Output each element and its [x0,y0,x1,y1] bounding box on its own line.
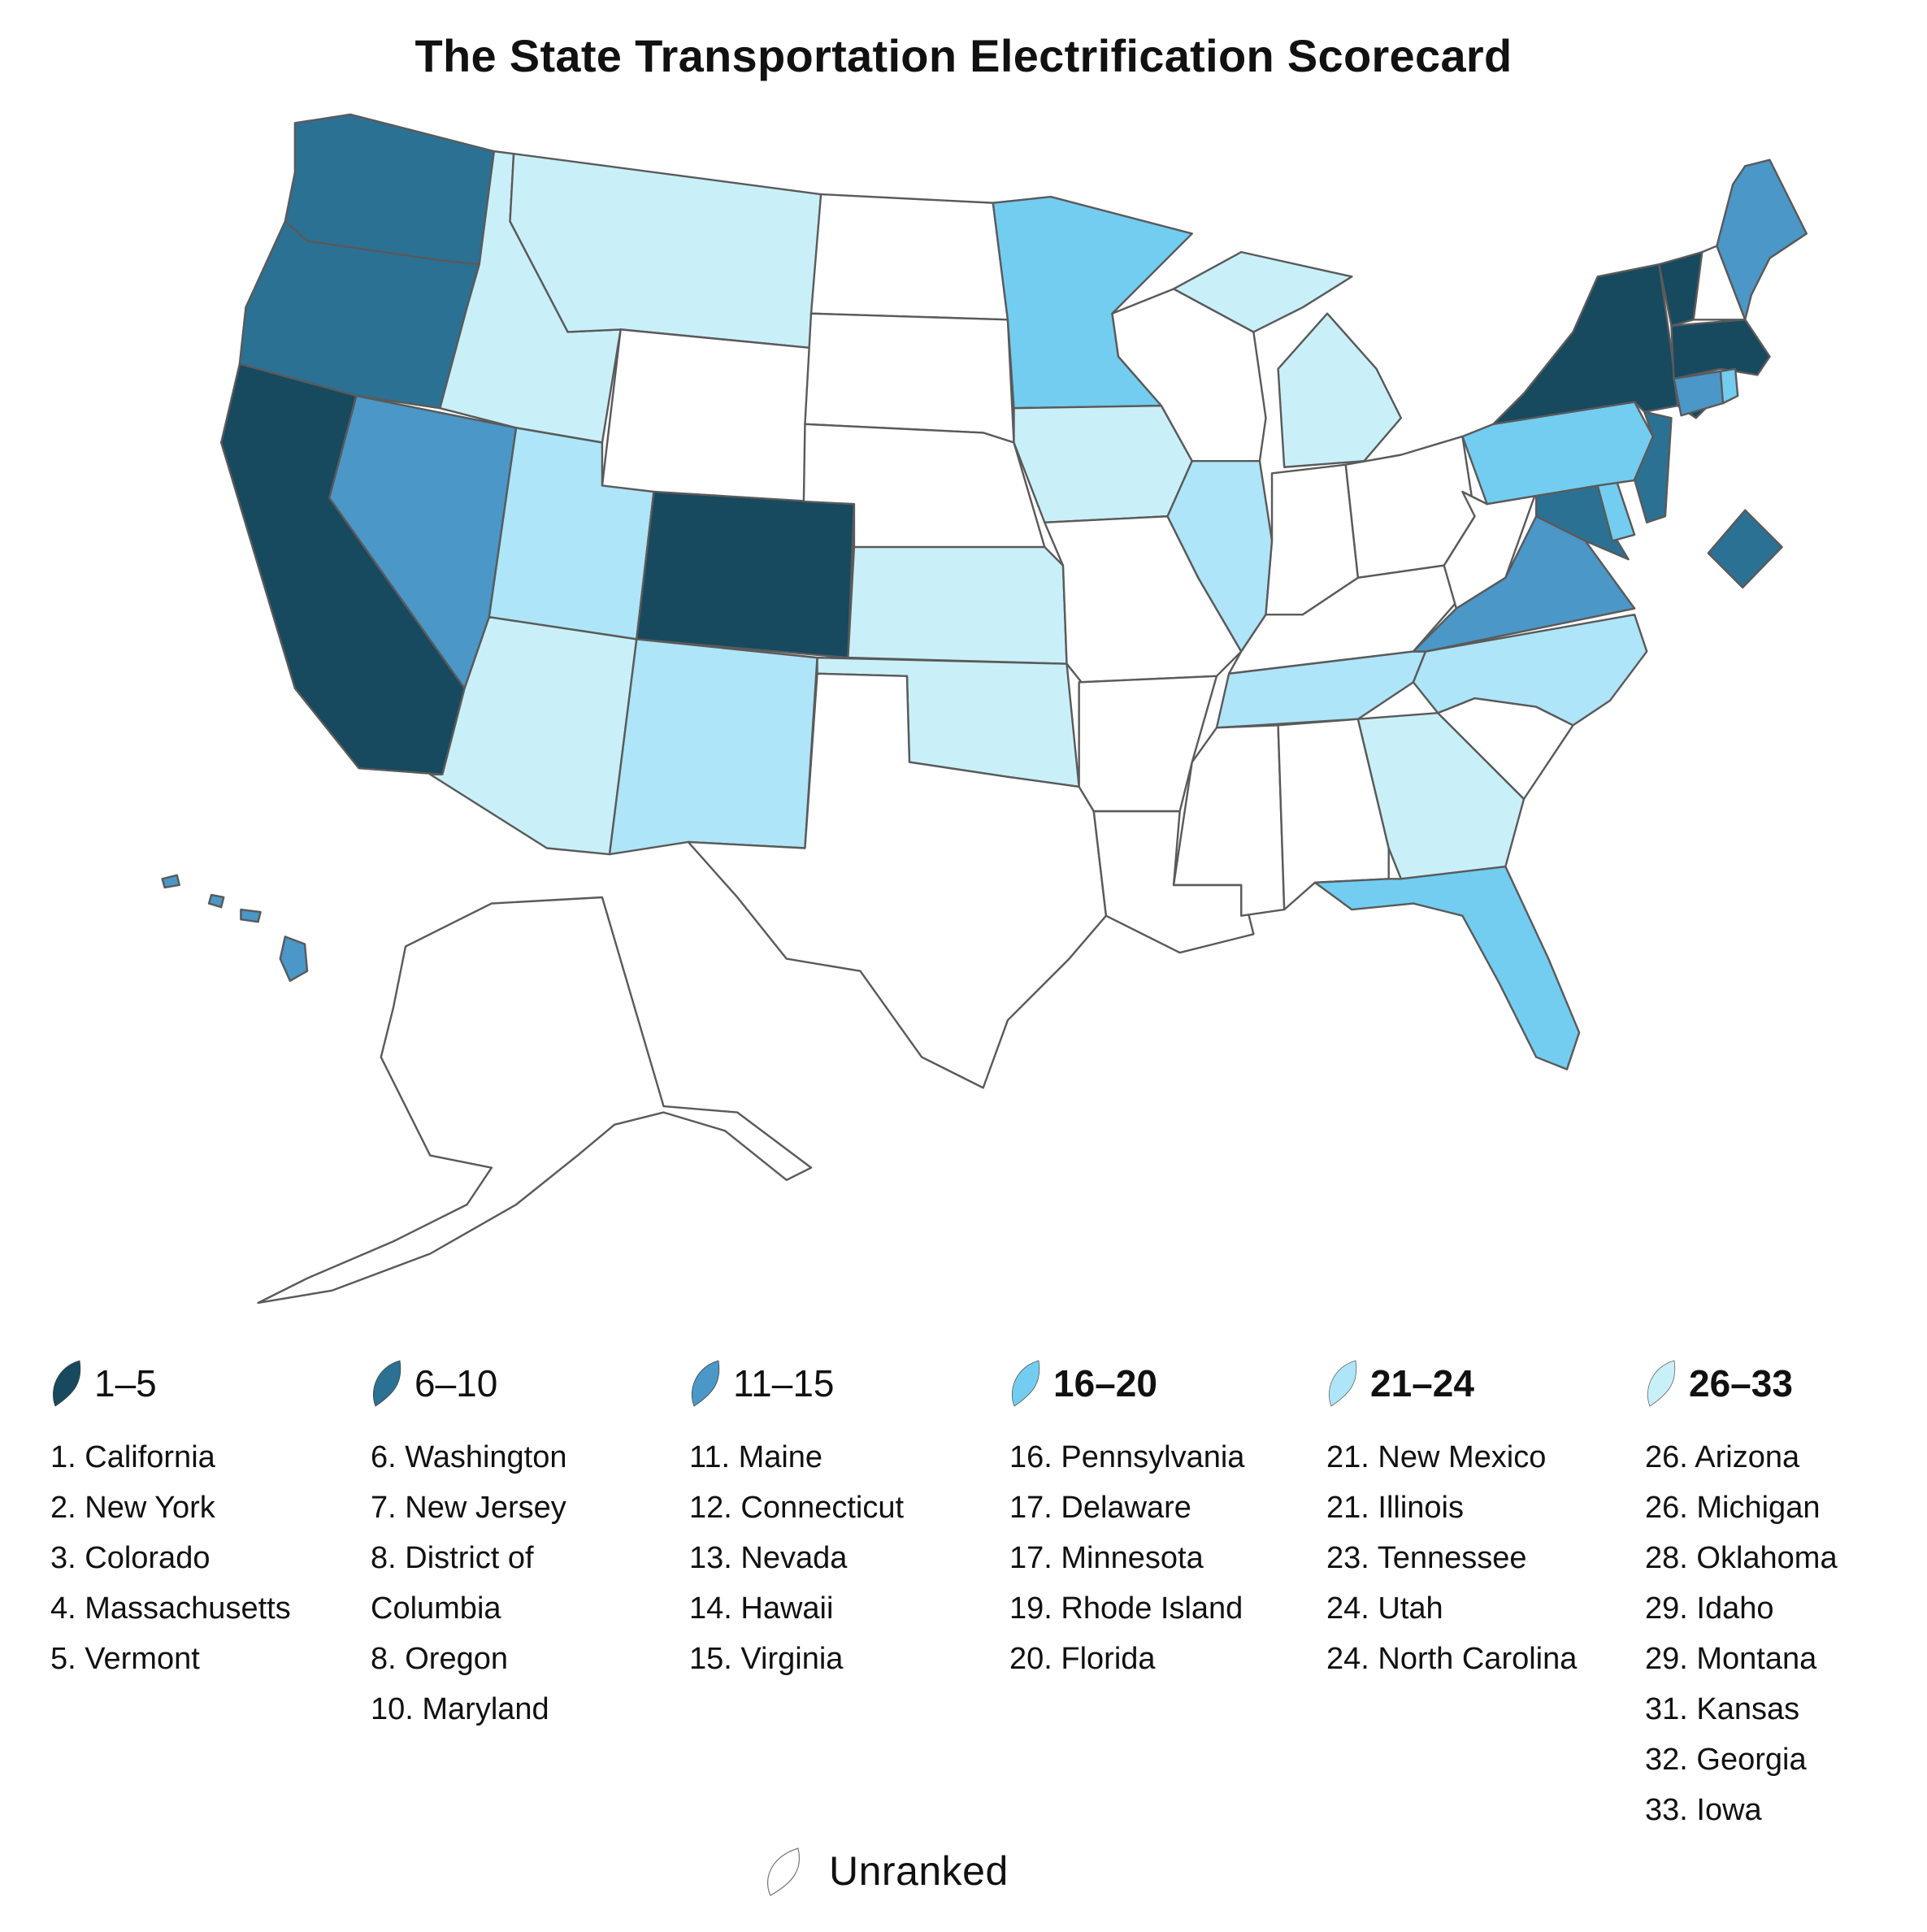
leaf-swatch-icon [1647,1360,1676,1407]
leaf-swatch-icon [1011,1360,1040,1407]
legend-item: 1. California [50,1440,215,1474]
legend-item: 14. Hawaii [689,1591,834,1626]
legend-item: 11. Maine [689,1440,823,1474]
legend-item: 26. Michigan [1645,1491,1821,1525]
legend-tier-26-33: 26–33 26. Arizona 26. Michigan 28. Oklah… [1645,1357,1838,1835]
legend-item: 13. Nevada [689,1541,848,1575]
legend-item: 23. Tennessee [1326,1541,1527,1575]
legend-unranked: Unranked [764,1845,1009,1897]
legend-item: 12. Connecticut [689,1491,905,1525]
state-pennsylvania[interactable] [1461,401,1655,506]
legend-item: 5. Vermont [50,1642,200,1676]
legend-item: 28. Oklahoma [1645,1541,1838,1575]
us-choropleth-map [161,113,1808,1305]
legend-tier-16-20: 16–20 16. Pennsylvania 17. Delaware 17. … [1009,1357,1244,1684]
leaf-swatch-icon [372,1360,401,1407]
legend-item: 20. Florida [1009,1642,1156,1676]
state-iowa[interactable] [1013,404,1193,523]
state-hawaii[interactable] [161,874,309,983]
state-florida[interactable] [1313,865,1581,1070]
legend-item: 26. Arizona [1645,1440,1800,1474]
legend-item: 19. Rhode Island [1009,1591,1243,1626]
legend-tier-label: 11–15 [733,1362,835,1404]
legend-item: 21. Illinois [1326,1491,1464,1525]
legend-item: 29. Montana [1645,1642,1817,1676]
leaf-swatch-icon [52,1360,81,1407]
state-north-dakota[interactable] [809,193,1009,321]
legend-item: 15. Virginia [689,1642,844,1676]
state-north-carolina[interactable] [1412,613,1648,727]
state-michigan[interactable] [1172,250,1403,468]
legend-item: 8. District of [371,1541,534,1575]
legend-tier-6-10: 6–10 6. Washington 7. New Jersey 8. Dist… [371,1357,567,1734]
state-kansas[interactable] [847,545,1068,665]
state-massachusetts[interactable] [1670,319,1771,380]
legend-item: 7. New Jersey [371,1491,566,1525]
state-colorado[interactable] [636,490,856,659]
state-connecticut[interactable] [1673,370,1725,417]
map-title: The State Transportation Electrification… [414,30,1513,81]
legend-item: 31. Kansas [1645,1692,1800,1726]
legend-tier-label: 16–20 [1053,1362,1157,1404]
state-wyoming[interactable] [601,328,813,518]
state-rhode-island[interactable] [1719,367,1739,405]
legend-item: 6. Washington [371,1440,567,1474]
state-district-of-columbia[interactable] [1707,509,1783,589]
legend-tier-label: 21–24 [1370,1362,1474,1404]
legend-item: 33. Iowa [1645,1793,1762,1827]
legend-tier-1-5: 1–5 1. California 2. New York 3. Colorad… [50,1357,291,1684]
legend-item-continuation: Columbia [371,1591,501,1626]
state-new-mexico[interactable] [608,638,818,856]
state-texas[interactable] [687,672,1108,1089]
legend-tier-label: 6–10 [414,1362,498,1404]
legend-item: 17. Minnesota [1009,1541,1204,1575]
legend-item: 21. New Mexico [1326,1440,1547,1474]
legend-item: 2. New York [50,1491,215,1525]
legend-item: 29. Idaho [1645,1591,1774,1626]
legend-item: 4. Massachusetts [50,1591,291,1626]
leaf-swatch-icon [691,1360,720,1407]
legend-item: 24. Utah [1326,1591,1443,1626]
legend-tier-21-24: 21–24 21. New Mexico 21. Illinois 23. Te… [1326,1357,1577,1684]
legend-tier-11-15: 11–15 11. Maine 12. Connecticut 13. Neva… [689,1357,904,1684]
legend-tier-label: 1–5 [94,1362,157,1404]
state-new-jersey[interactable] [1633,410,1673,523]
legend-item: 3. Colorado [50,1541,210,1575]
state-alaska[interactable] [257,896,813,1305]
legend-item: 16. Pennsylvania [1009,1440,1245,1474]
legend-item: 17. Delaware [1009,1491,1191,1525]
legend-item: 10. Maryland [371,1692,549,1726]
state-maine[interactable] [1716,158,1808,321]
legend: 1–5 1. California 2. New York 3. Colorad… [0,1357,1927,1845]
legend-tier-label: 26–33 [1689,1362,1793,1404]
legend-item: 24. North Carolina [1326,1642,1578,1676]
legend-item: 8. Oregon [371,1642,508,1676]
leaf-outline-icon [767,1847,800,1896]
unranked-label: Unranked [829,1848,1009,1894]
legend-item: 32. Georgia [1645,1743,1807,1777]
leaf-swatch-icon [1328,1360,1357,1407]
state-south-dakota[interactable] [804,312,1015,444]
